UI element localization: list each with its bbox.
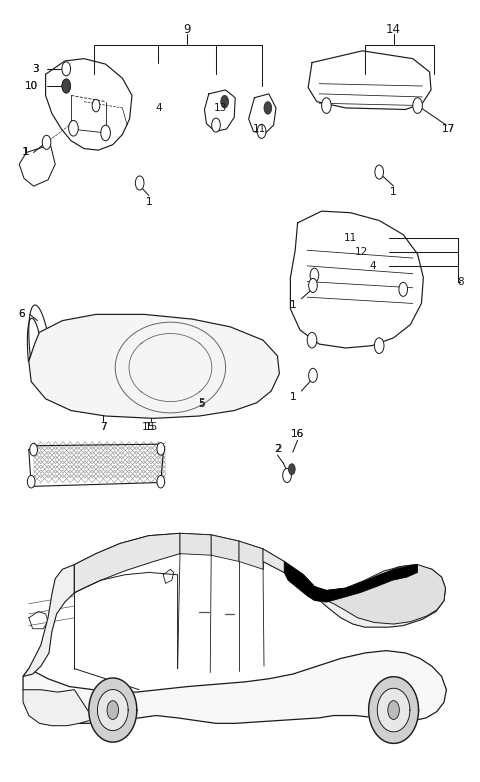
Polygon shape [74, 533, 180, 593]
Text: 4: 4 [370, 261, 376, 271]
Text: 5: 5 [198, 400, 205, 409]
Text: 11: 11 [344, 233, 357, 242]
Text: 1: 1 [289, 300, 296, 310]
Polygon shape [23, 690, 94, 726]
Text: 12: 12 [354, 247, 368, 256]
Text: 5: 5 [198, 398, 205, 407]
Circle shape [42, 135, 51, 149]
Circle shape [309, 368, 317, 382]
Text: 3: 3 [32, 64, 38, 74]
Polygon shape [29, 314, 279, 418]
Text: 1: 1 [145, 197, 152, 206]
Circle shape [92, 99, 100, 112]
Circle shape [307, 332, 317, 348]
Circle shape [283, 468, 291, 482]
Polygon shape [314, 565, 445, 624]
Circle shape [413, 98, 422, 113]
Circle shape [374, 338, 384, 353]
Text: 11: 11 [252, 124, 266, 134]
Circle shape [101, 125, 110, 141]
Circle shape [264, 102, 272, 114]
Circle shape [288, 464, 295, 475]
Text: 1: 1 [390, 188, 397, 197]
Text: 6: 6 [18, 310, 25, 319]
Text: 14: 14 [386, 23, 401, 36]
Text: 16: 16 [291, 429, 304, 439]
Text: 17: 17 [442, 124, 456, 134]
Text: 9: 9 [183, 23, 191, 36]
Polygon shape [97, 690, 128, 730]
Text: 1: 1 [22, 148, 28, 157]
Circle shape [157, 443, 165, 455]
Circle shape [27, 475, 35, 488]
Text: 17: 17 [442, 124, 456, 134]
Circle shape [62, 79, 71, 93]
Text: 1: 1 [289, 393, 296, 402]
Text: 1: 1 [289, 393, 296, 402]
Circle shape [62, 62, 71, 76]
Text: 16: 16 [291, 429, 304, 439]
Text: 4: 4 [155, 103, 162, 113]
Polygon shape [239, 541, 263, 569]
Polygon shape [89, 678, 137, 742]
Text: 15: 15 [144, 422, 158, 432]
Circle shape [212, 118, 220, 132]
Circle shape [221, 95, 228, 108]
Circle shape [388, 701, 399, 719]
Polygon shape [74, 533, 314, 596]
Circle shape [322, 98, 331, 113]
Text: 1: 1 [145, 197, 152, 206]
Circle shape [310, 268, 319, 282]
Circle shape [257, 124, 266, 138]
Circle shape [399, 282, 408, 296]
Text: 8: 8 [457, 278, 464, 287]
Text: 3: 3 [32, 64, 38, 74]
Text: 1: 1 [23, 148, 30, 157]
Polygon shape [314, 565, 445, 627]
Circle shape [309, 278, 317, 292]
Polygon shape [263, 549, 314, 596]
Polygon shape [180, 533, 211, 555]
Text: 13: 13 [214, 103, 228, 113]
Polygon shape [377, 688, 410, 732]
Circle shape [157, 475, 165, 488]
Text: 2: 2 [274, 444, 281, 454]
Polygon shape [211, 535, 239, 561]
Polygon shape [23, 651, 446, 723]
Polygon shape [284, 561, 418, 602]
Text: 1: 1 [289, 300, 296, 310]
Circle shape [375, 165, 384, 179]
Circle shape [69, 120, 78, 136]
Text: 2: 2 [275, 444, 282, 454]
Text: 10: 10 [24, 81, 38, 91]
Circle shape [135, 176, 144, 190]
Circle shape [30, 443, 37, 456]
Text: 7: 7 [100, 422, 107, 432]
Polygon shape [23, 565, 74, 676]
Text: 6: 6 [18, 310, 25, 319]
Polygon shape [369, 676, 419, 744]
Text: 7: 7 [100, 422, 107, 432]
Text: 10: 10 [24, 81, 38, 91]
Circle shape [107, 701, 119, 719]
Text: 15: 15 [142, 422, 156, 432]
Circle shape [62, 79, 71, 93]
Text: 1: 1 [390, 188, 397, 197]
